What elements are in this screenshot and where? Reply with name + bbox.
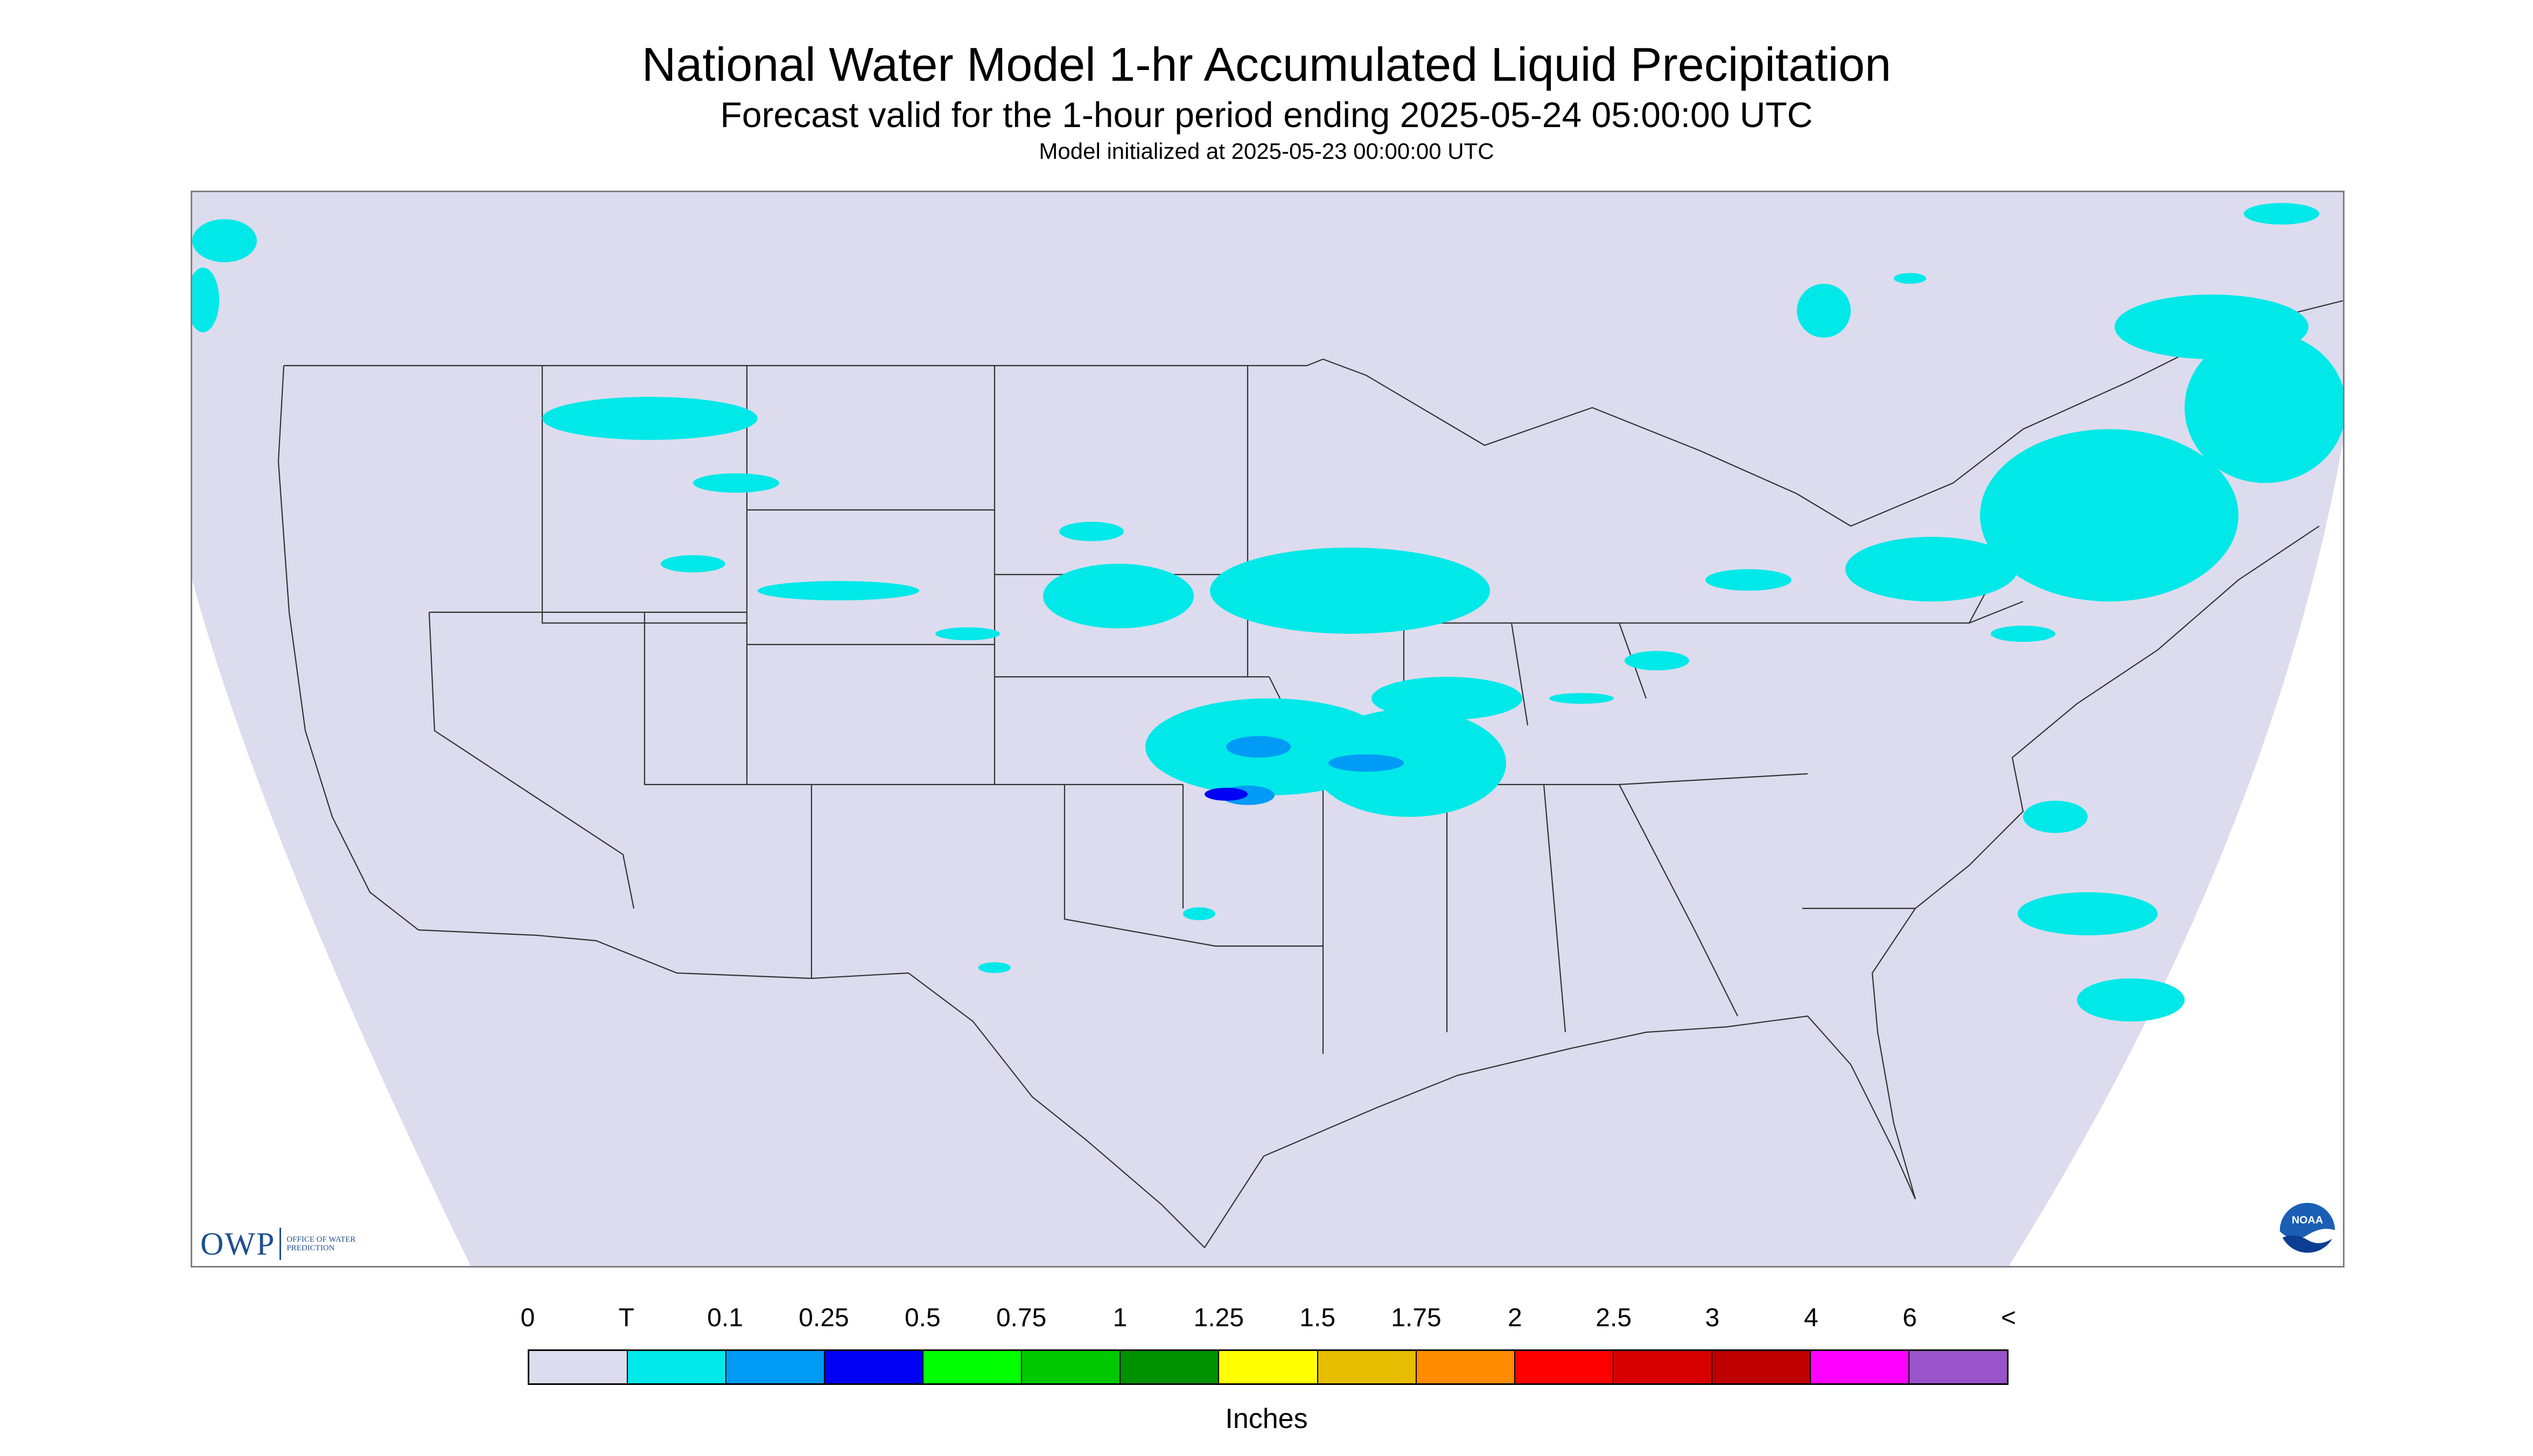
legend-swatch [529,1351,628,1383]
owp-logo-divider [279,1228,282,1260]
legend-tick-label: 6 [1902,1304,1918,1332]
legend-swatch [1022,1351,1121,1383]
precip-light-areas [1221,736,1404,805]
legend-tick-label: 4 [1803,1304,1818,1332]
legend-swatch [1416,1351,1515,1383]
legend-swatch [628,1351,727,1383]
precip-moderate-areas [1205,788,1248,801]
legend-tick-label: 0.75 [996,1304,1047,1332]
legend-tick-label: 0.5 [904,1304,941,1332]
precip-legend: 0 T 0.1 0.25 0.5 0.75 1 1.25 1.5 1.75 2 2.5 3 4 6 < [521,1303,2016,1411]
legend-swatch [1219,1351,1318,1383]
noaa-logo: NOAA [2278,1201,2337,1260]
legend-tick-label: 1.25 [1193,1304,1244,1332]
legend-swatch [726,1351,825,1383]
legend-swatch [1810,1351,1909,1383]
legend-swatch [1613,1351,1712,1383]
owp-logo-letters: OWP [200,1226,276,1262]
precip-trace-areas [192,203,2343,1021]
legend-tick-label: 2.5 [1596,1304,1632,1332]
legend-tick-label: 2 [1507,1304,1522,1332]
precipitation-map [192,192,2343,1266]
legend-tick-label: 1 [1112,1304,1128,1332]
legend-tick-label: 0 [520,1304,535,1332]
owp-logo: OWP Office of Water Prediction [200,1222,367,1265]
legend-swatch [825,1351,924,1383]
legend-colorbar [528,1349,2009,1385]
legend-swatch [1712,1351,1811,1383]
map-subtitle: Forecast valid for the 1-hour period end… [720,95,1813,135]
legend-swatch [1909,1351,2007,1383]
map-panel [191,191,2345,1268]
noaa-logo-text: NOAA [2292,1214,2323,1226]
owp-logo-name: Office of Water Prediction [286,1235,356,1252]
legend-swatch [1515,1351,1614,1383]
legend-tick-label: T [618,1304,634,1332]
legend-units: Inches [1225,1403,1308,1434]
legend-tick-label: < [2000,1304,2017,1332]
legend-swatch [1318,1351,1417,1383]
legend-tick-label: 0.1 [707,1304,744,1332]
legend-swatch [923,1351,1023,1383]
legend-swatch [1121,1351,1220,1383]
legend-tick-label: 1.5 [1299,1304,1336,1332]
model-init-text: Model initialized at 2025-05-23 00:00:00… [1039,138,1494,164]
legend-tick-label: 0.25 [799,1304,849,1332]
legend-tick-label: 3 [1705,1304,1720,1332]
map-title: National Water Model 1-hr Accumulated Li… [641,38,1892,91]
legend-tick-label: 1.75 [1391,1304,1442,1332]
